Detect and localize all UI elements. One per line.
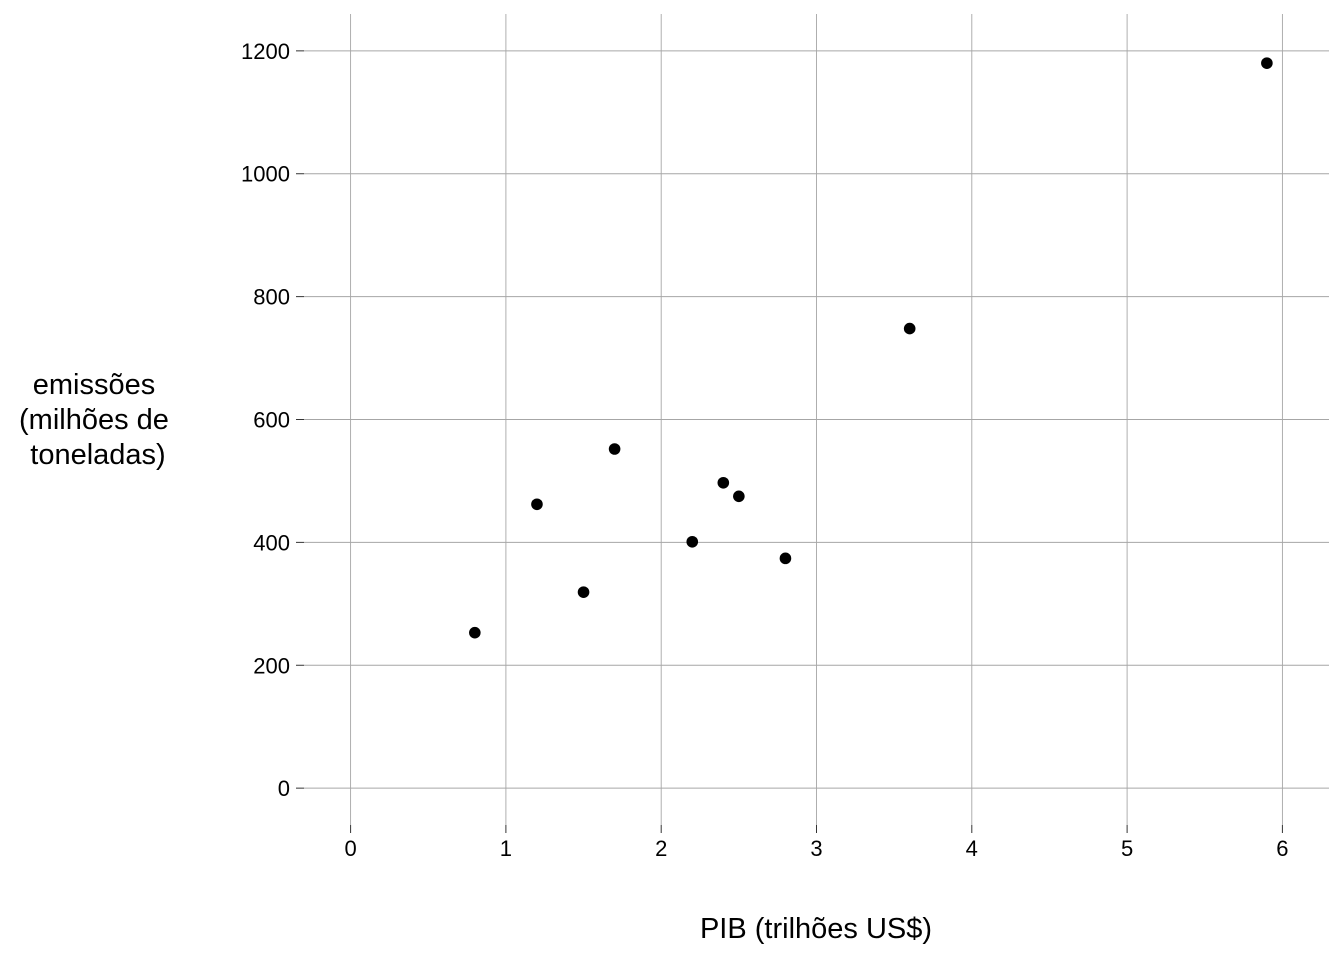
data-point [469,626,481,639]
x-tick-label: 4 [966,836,978,861]
x-tick-label: 3 [810,836,822,861]
x-tick-label: 2 [655,836,667,861]
x-tick-label: 1 [500,836,512,861]
data-point [733,490,745,503]
axis-ticks [296,50,1283,833]
data-point [903,322,916,335]
y-tick-label: 200 [253,653,290,678]
data-point [779,552,792,565]
y-axis-title: emissões (milhões de toneladas) [19,369,177,471]
grid-lines [304,14,1329,825]
data-point [717,476,730,489]
y-axis-title-line-3: toneladas) [30,439,165,471]
y-tick-label: 1200 [241,39,290,64]
data-points [469,57,1273,639]
x-tick-label: 0 [344,836,356,861]
y-tick-label: 0 [278,776,290,801]
x-tick-label: 5 [1121,836,1133,861]
y-axis-title-line-1: emissões [33,369,156,401]
y-tick-label: 400 [253,530,290,555]
data-point [577,586,590,598]
y-tick-label: 800 [253,285,290,310]
data-point [608,443,621,455]
x-tick-label: 6 [1276,836,1288,861]
y-axis-title-line-2: (milhões de [19,404,169,436]
data-point [686,535,699,548]
data-point [531,498,543,511]
tick-labels: 0 1 2 3 4 5 6 0 200 400 600 800 1000 1200 [241,39,1288,861]
data-point [1261,57,1273,69]
x-axis-title: PIB (trilhões US$) [700,913,932,945]
y-tick-label: 1000 [241,162,290,187]
y-tick-label: 600 [253,408,290,433]
